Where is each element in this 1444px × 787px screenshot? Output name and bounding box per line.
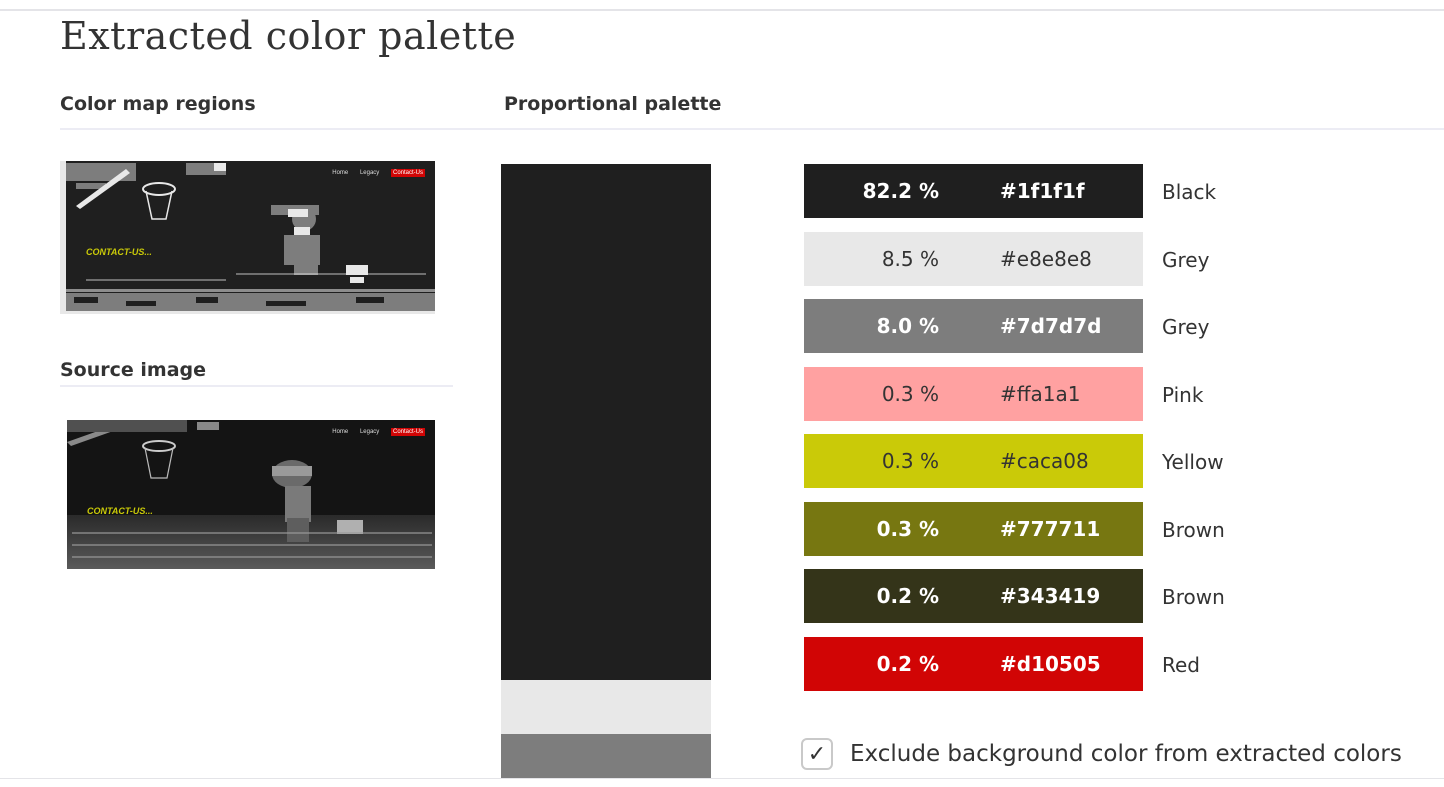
swatch-hex: #ffa1a1 (1000, 382, 1081, 406)
exclude-background-checkbox[interactable]: ✓ (801, 738, 833, 770)
swatch-hex: #7d7d7d (1000, 314, 1102, 338)
swatch-color-name: Yellow (1162, 450, 1224, 474)
swatch-row: 0.3 % #777711 Brown (804, 502, 1444, 556)
swatch-hex: #1f1f1f (1000, 179, 1085, 203)
source-divider (60, 385, 453, 387)
swatch-color-name: Grey (1162, 248, 1210, 272)
swatch-percent: 0.3 % (881, 449, 939, 473)
swatch-percent: 0.2 % (876, 652, 939, 676)
source-image: Home Legacy Contact-Us CONTACT-US... (67, 420, 435, 569)
swatch-color-box: 0.3 % #777711 (804, 502, 1143, 556)
swatch-color-box: 82.2 % #1f1f1f (804, 164, 1143, 218)
thumbnail-nav-home: Home (332, 170, 349, 176)
palette-segment (501, 164, 711, 681)
swatch-row: 0.2 % #343419 Brown (804, 569, 1444, 623)
swatch-color-name: Grey (1162, 315, 1210, 339)
swatch-color-box: 0.3 % #caca08 (804, 434, 1143, 488)
swatch-row: 82.2 % #1f1f1f Black (804, 164, 1444, 218)
exclude-background-label[interactable]: Exclude background color from extracted … (850, 741, 1402, 767)
swatch-color-name: Red (1162, 653, 1200, 677)
swatch-row: 8.5 % #e8e8e8 Grey (804, 232, 1444, 286)
swatch-percent: 8.0 % (876, 314, 939, 338)
source-nav-home: Home (332, 429, 349, 435)
swatch-color-box: 0.3 % #ffa1a1 (804, 367, 1143, 421)
proportional-palette-heading: Proportional palette (504, 93, 722, 115)
swatch-color-box: 0.2 % #d10505 (804, 637, 1143, 691)
thumbnail-nav: Home Legacy Contact-Us (322, 169, 425, 177)
top-divider (0, 9, 1444, 11)
swatch-row: 8.0 % #7d7d7d Grey (804, 299, 1444, 353)
palette-segment (501, 733, 711, 778)
color-map-image: Home Legacy Contact-Us CONTACT-US... (60, 161, 435, 314)
page-title: Extracted color palette (60, 14, 517, 58)
source-nav-legacy: Legacy (359, 429, 380, 435)
swatch-color-name: Pink (1162, 383, 1204, 407)
swatch-row: 0.3 % #ffa1a1 Pink (804, 367, 1444, 421)
swatch-color-box: 8.5 % #e8e8e8 (804, 232, 1143, 286)
source-image-heading: Source image (60, 359, 207, 381)
swatch-percent: 8.5 % (881, 247, 939, 271)
swatch-color-box: 8.0 % #7d7d7d (804, 299, 1143, 353)
swatch-row: 0.3 % #caca08 Yellow (804, 434, 1444, 488)
swatch-percent: 82.2 % (862, 179, 939, 203)
color-map-artwork (66, 161, 435, 311)
source-nav-contact: Contact-Us (390, 428, 425, 436)
source-nav: Home Legacy Contact-Us (322, 428, 425, 436)
section-divider (60, 128, 1444, 130)
swatch-color-name: Brown (1162, 518, 1225, 542)
thumbnail-nav-contact: Contact-Us (390, 169, 425, 177)
swatch-row: 0.2 % #d10505 Red (804, 637, 1444, 691)
palette-segment (501, 680, 711, 734)
source-contact-text: CONTACT-US... (87, 506, 153, 516)
swatch-percent: 0.3 % (876, 517, 939, 541)
swatch-hex: #d10505 (1000, 652, 1101, 676)
thumbnail-nav-legacy: Legacy (359, 170, 380, 176)
swatch-color-name: Brown (1162, 585, 1225, 609)
swatch-hex: #e8e8e8 (1000, 247, 1092, 271)
swatch-percent: 0.3 % (881, 382, 939, 406)
swatch-hex: #777711 (1000, 517, 1101, 541)
swatch-color-box: 0.2 % #343419 (804, 569, 1143, 623)
color-map-heading: Color map regions (60, 93, 256, 115)
bottom-divider (0, 778, 1444, 779)
swatch-color-name: Black (1162, 180, 1217, 204)
swatch-percent: 0.2 % (876, 584, 939, 608)
swatch-hex: #343419 (1000, 584, 1101, 608)
thumbnail-contact-text: CONTACT-US... (86, 247, 152, 257)
swatch-hex: #caca08 (1000, 449, 1089, 473)
proportional-palette-bar (501, 164, 711, 778)
source-image-artwork (67, 420, 435, 569)
